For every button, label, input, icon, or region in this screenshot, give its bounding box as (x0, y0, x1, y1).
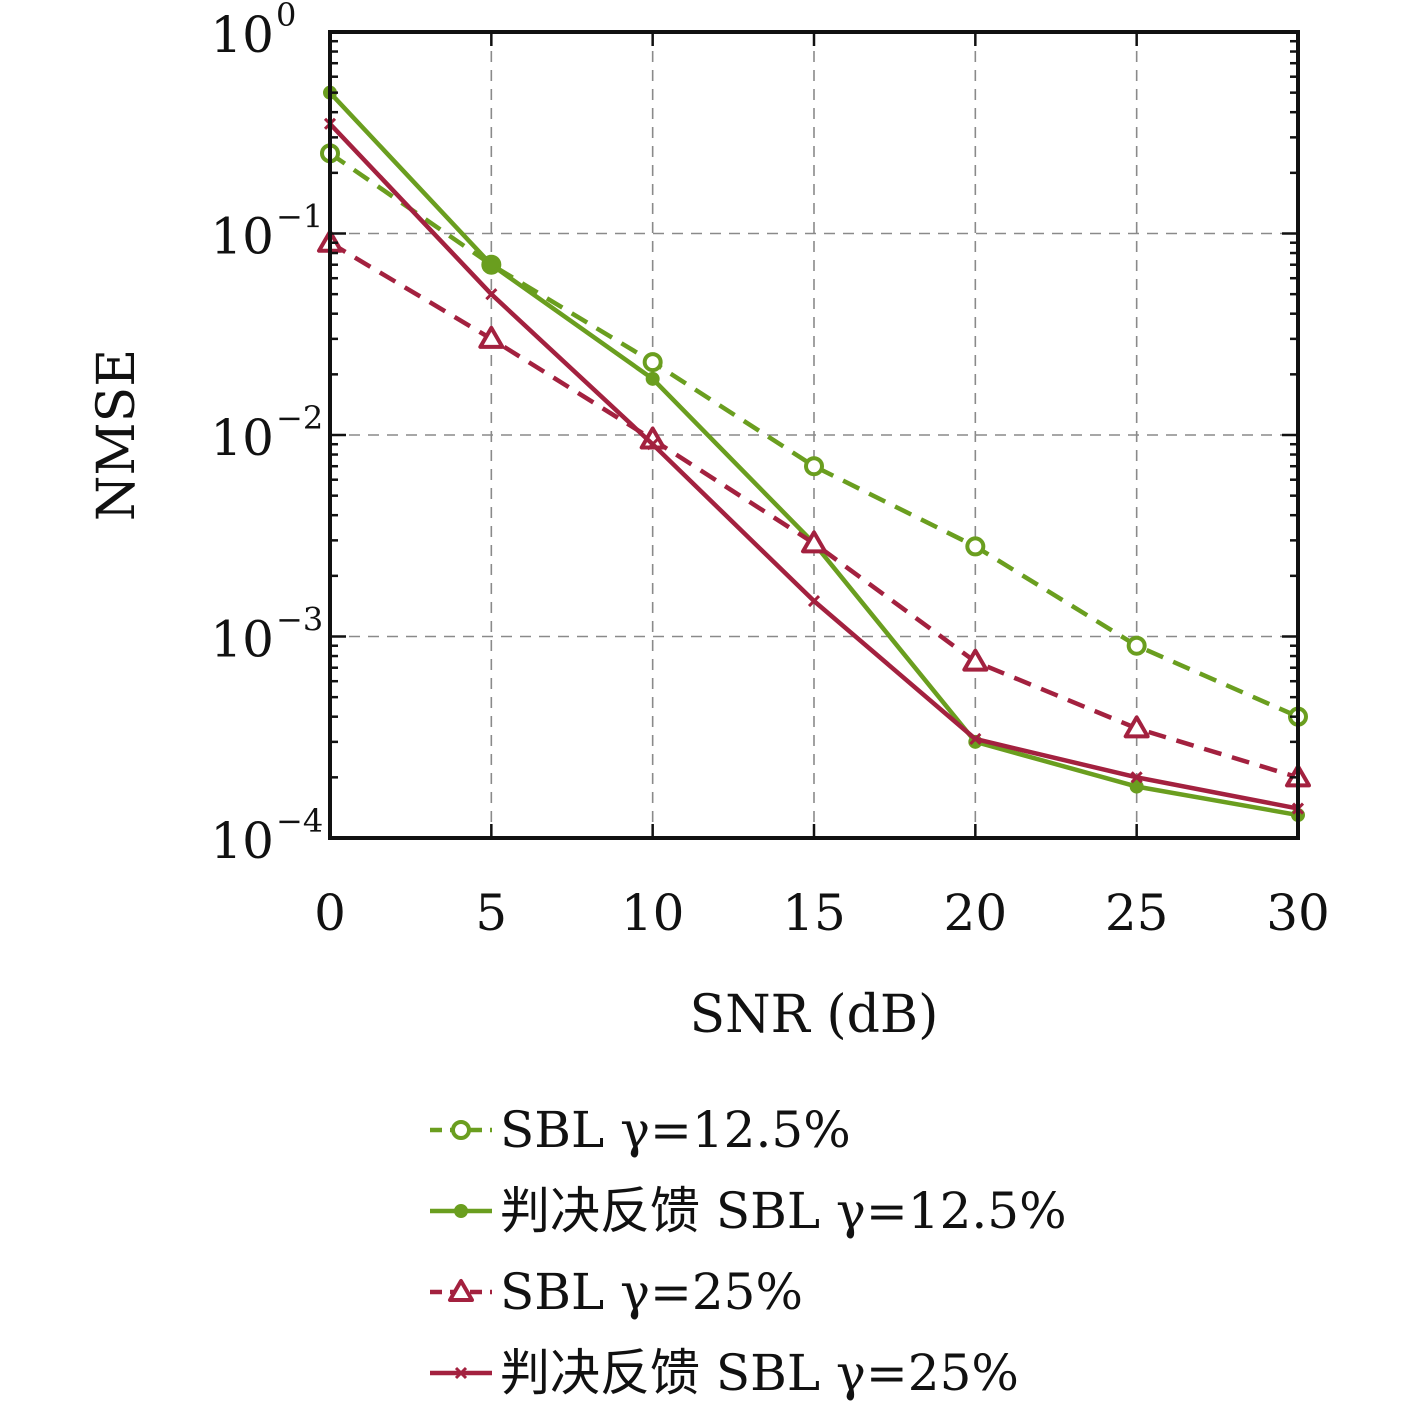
cross-marker (1130, 771, 1143, 784)
legend-entry-4: 判决反馈 SBL γ=25% (430, 1344, 1019, 1402)
y-tick-exponent: 0 (276, 0, 296, 34)
axis-ticks (328, 30, 1300, 840)
open-circle-marker (451, 1120, 471, 1140)
legend: SBL γ=12.5% 判决反馈 SBL γ=12.5% SBL γ=25% 判决反馈… (430, 1101, 1067, 1402)
filled-dot-marker (1129, 779, 1144, 794)
filled-dot-marker (484, 257, 499, 272)
x-tick-labels: 0 5 10 15 20 25 30 (314, 884, 1330, 942)
y-axis-title: NMSE (87, 349, 147, 521)
y-tick-exponent: −1 (276, 198, 323, 236)
y-tick-label: 10 (210, 812, 274, 870)
cross-stroke (454, 1366, 468, 1380)
grid (330, 32, 1298, 838)
y-tick-label: 10 (210, 409, 274, 467)
y-tick-exponent: −4 (276, 802, 323, 840)
y-tick-exponent: −3 (276, 601, 323, 639)
legend-entry-2: 判决反馈 SBL γ=12.5% (430, 1182, 1067, 1240)
legend-label: SBL γ=25% (500, 1263, 803, 1321)
open-triangle-marker (1123, 715, 1150, 739)
cross-marker (646, 438, 659, 451)
legend-label: 判决反馈 SBL γ=25% (500, 1344, 1019, 1402)
cross-marker (807, 594, 821, 608)
cross-stroke (485, 288, 498, 301)
cross-marker (969, 732, 982, 746)
y-tick-label: 10 (210, 208, 274, 266)
open-circle-marker (1126, 635, 1147, 656)
y-tick-label: 10 (210, 6, 274, 64)
cross-stroke (807, 594, 821, 608)
open-triangle-marker (448, 1279, 474, 1302)
open-triangle-marker (962, 648, 989, 672)
open-circle-marker (642, 352, 663, 373)
x-tick-label: 30 (1266, 884, 1330, 942)
x-tick-label: 0 (314, 884, 346, 942)
x-tick-label: 10 (621, 884, 685, 942)
cross-marker (454, 1366, 468, 1380)
filled-dot-marker (454, 1204, 468, 1218)
filled-dot-marker (645, 371, 660, 386)
open-circle-marker (804, 456, 824, 477)
cross-marker (485, 288, 498, 301)
x-tick-label: 15 (782, 884, 846, 942)
open-circle-marker (965, 536, 986, 557)
x-tick-label: 20 (944, 884, 1008, 942)
cross-stroke (1130, 771, 1143, 784)
plot-series (317, 85, 1311, 823)
legend-label: 判决反馈 SBL γ=12.5% (500, 1182, 1067, 1240)
x-axis-title: SNR (dB) (690, 985, 939, 1045)
legend-entry-3: SBL γ=25% (430, 1263, 803, 1321)
cross-stroke (646, 438, 659, 451)
open-triangle-marker (478, 325, 505, 349)
y-tick-exponent: −2 (276, 399, 323, 437)
cross-stroke (969, 732, 982, 746)
x-tick-label: 25 (1105, 884, 1169, 942)
open-triangle-marker (801, 530, 827, 554)
x-tick-label: 5 (475, 884, 507, 942)
y-tick-label: 10 (210, 611, 274, 669)
legend-entry-1: SBL γ=12.5% (430, 1101, 851, 1159)
legend-label: SBL γ=12.5% (500, 1101, 851, 1159)
series-3 (317, 229, 1311, 788)
